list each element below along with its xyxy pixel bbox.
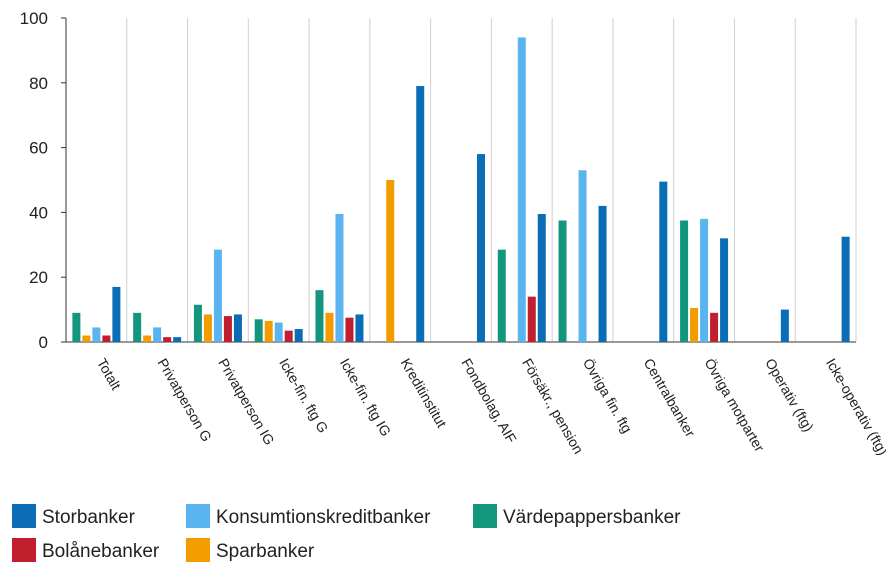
- bar: [355, 314, 364, 342]
- bar: [203, 314, 212, 342]
- bar: [517, 37, 526, 342]
- bar: [325, 312, 334, 342]
- bar: [700, 218, 709, 342]
- y-tick-label: 80: [29, 74, 48, 93]
- x-tick-label: Fondbolag, AIF: [458, 356, 519, 446]
- bar: [112, 286, 121, 342]
- bar: [720, 238, 729, 342]
- x-tick-label: Privatperson IG: [215, 356, 277, 448]
- y-tick-label: 0: [39, 333, 48, 352]
- bar: [284, 330, 293, 342]
- x-tick-label: Icke-fin. ftg IG: [337, 356, 394, 439]
- legend-label: Värdepappersbanker: [503, 507, 681, 528]
- legend-label: Bolånebanker: [42, 541, 160, 562]
- bar: [841, 236, 850, 342]
- bar: [254, 319, 263, 342]
- bar: [143, 335, 152, 342]
- bar: [92, 327, 101, 342]
- x-tick-label: Icke-fin. ftg G: [276, 356, 331, 436]
- bar: [345, 317, 354, 342]
- legend-swatch: [186, 504, 210, 528]
- x-tick-label: Operativ (ftg): [762, 356, 817, 435]
- x-tick-label: Kreditinstitut: [398, 356, 450, 431]
- bar: [416, 86, 425, 342]
- bar: [294, 329, 303, 342]
- bar: [223, 316, 232, 342]
- bar: [558, 220, 567, 342]
- legend-label: Konsumtionskreditbanker: [216, 507, 431, 528]
- y-tick-label: 20: [29, 268, 48, 287]
- legend-label: Storbanker: [42, 507, 136, 528]
- bar: [102, 335, 111, 342]
- legend-swatch: [12, 538, 36, 562]
- bar: [537, 214, 546, 342]
- x-tick-label: Icke-operativ (ftg): [823, 356, 886, 458]
- bar: [680, 220, 689, 342]
- bar: [193, 304, 202, 342]
- y-tick-label: 60: [29, 139, 48, 158]
- bar: [274, 322, 283, 342]
- y-tick-label: 100: [20, 9, 48, 28]
- bar: [82, 335, 91, 342]
- x-tick-label: Övriga fin. ftg: [580, 355, 636, 436]
- bar: [598, 205, 607, 342]
- bar: [233, 314, 242, 342]
- x-tick-label: Totalt: [94, 356, 125, 393]
- legend-swatch: [12, 504, 36, 528]
- bar: [659, 181, 668, 342]
- x-tick-label: Försäkr., pension: [519, 356, 587, 457]
- bar: [497, 249, 506, 342]
- legend-swatch: [186, 538, 210, 562]
- x-tick-label: Privatperson G: [155, 356, 216, 445]
- bar: [335, 214, 344, 342]
- bar: [690, 307, 699, 342]
- legend-swatch: [473, 504, 497, 528]
- bar: [315, 290, 324, 342]
- bar: [163, 337, 172, 342]
- legend-label: Sparbanker: [216, 541, 315, 562]
- bar: [153, 327, 162, 342]
- bar: [527, 296, 536, 342]
- x-tick-label: Centralbanker: [641, 356, 699, 440]
- bar: [386, 180, 395, 342]
- bar: [133, 312, 142, 342]
- bar: [780, 309, 789, 342]
- y-tick-label: 40: [29, 203, 48, 222]
- bar: [213, 249, 222, 342]
- x-tick-label: Övriga motparter: [701, 355, 768, 455]
- bar: [710, 312, 719, 342]
- bar: [72, 312, 81, 342]
- bar: [264, 320, 273, 342]
- bar: [578, 170, 587, 342]
- bar: [173, 337, 182, 342]
- bar: [477, 154, 485, 342]
